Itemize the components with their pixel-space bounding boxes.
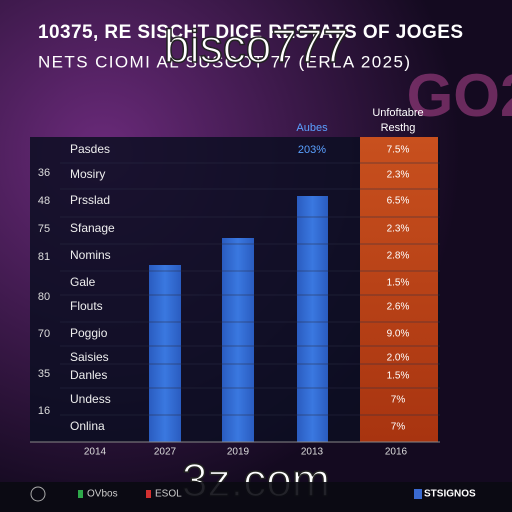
row-label: Poggio [70,326,108,340]
row-label: Onlina [70,419,105,433]
x-label: 2014 [84,447,107,458]
middle-header: Aubes [296,122,328,134]
left-number: 75 [38,223,50,235]
left-number: 36 [38,167,50,179]
footer-right: STSIGNOS [424,489,476,500]
row-value: 7.5% [387,145,410,156]
footer-icon [30,486,46,502]
backdrop-text: GO2 [407,62,512,129]
row-value: 2.3% [387,224,410,235]
footer-item: OVbos [87,489,118,500]
row-value: 6.5% [387,196,410,207]
right-column [360,137,438,442]
x-label: 2016 [385,447,408,458]
left-number: 16 [38,405,50,417]
row-value: 1.5% [387,371,410,382]
row-label: Sfanage [70,221,115,235]
right-header: Unfoftabre [372,107,423,119]
row-value: 2.0% [387,353,410,364]
watermark-top: bisco777 [164,20,348,72]
row-value: 2.3% [387,170,410,181]
row-value: 7% [391,422,406,433]
row-label: Mosiry [70,167,105,181]
x-label: 2013 [301,447,324,458]
footer-icon [414,489,422,499]
title-line1: 10375, RE SISCHT DICE RESTATS OF JOGES [38,22,463,43]
bar [297,196,328,442]
right-header: Resthg [381,122,416,134]
row-value: 1.5% [387,278,410,289]
footer-dot [146,490,151,498]
row-label: Undess [70,392,111,406]
row-label: Nomins [70,248,111,262]
row-value: 9.0% [387,329,410,340]
row-label: Prsslad [70,193,110,207]
x-label: 2027 [154,447,177,458]
left-number: 81 [38,251,50,263]
row-label: Flouts [70,299,103,313]
left-number: 80 [38,291,50,303]
left-number: 70 [38,328,50,340]
row-value: 7% [391,395,406,406]
bar [149,265,181,442]
middle-value: 203% [298,144,326,156]
left-number: 35 [38,368,50,380]
left-number: 48 [38,195,50,207]
footer-dot [78,490,83,498]
x-label: 2019 [227,447,250,458]
row-label: Pasdes [70,142,110,156]
row-label: Gale [70,275,96,289]
footer-item: ESOL [155,489,182,500]
rows: Pasdes 7.5% Mosiry 2.3% Prsslad 6.5% Sfanage 2.… [38,142,440,458]
row-value: 2.8% [387,251,410,262]
bar [222,238,254,442]
row-label: Danles [70,368,107,382]
footer-bar [0,482,512,512]
row-label: Saisies [70,350,109,364]
row-value: 2.6% [387,302,410,313]
